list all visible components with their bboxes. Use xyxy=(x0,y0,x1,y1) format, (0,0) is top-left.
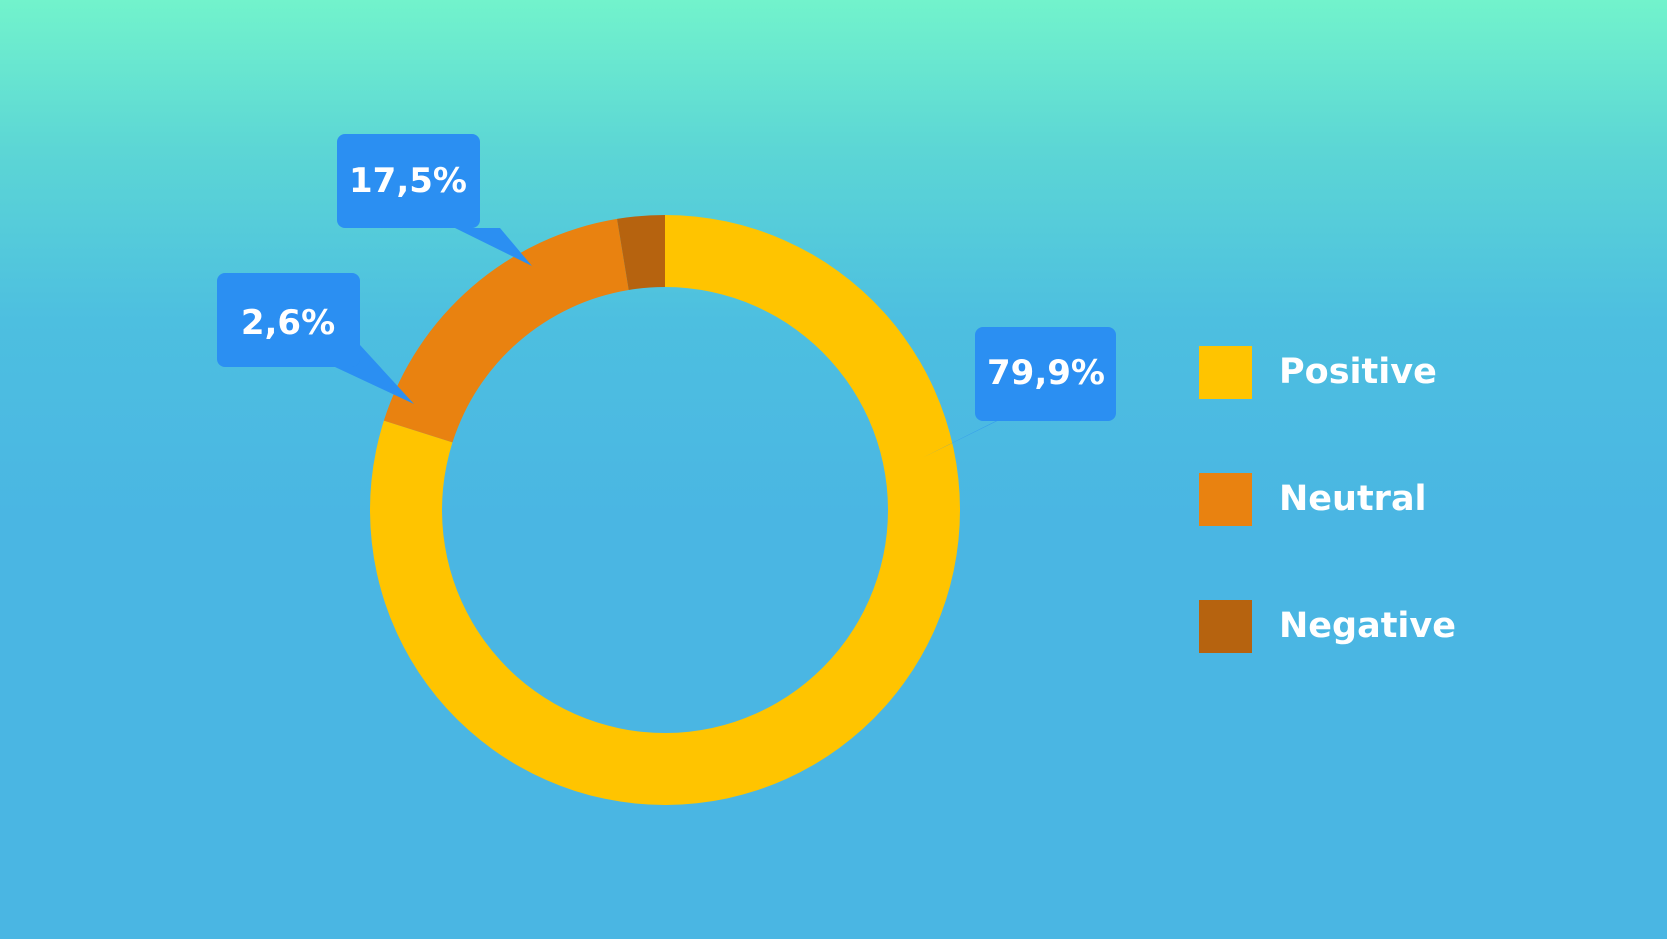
data-label-positive-box xyxy=(975,327,1116,421)
donut-slice-neutral xyxy=(383,218,629,443)
data-label-positive-callout: 79,9% xyxy=(922,327,1116,458)
legend-item-negative: Negative xyxy=(1199,599,1456,653)
legend-label-neutral: Neutral xyxy=(1279,479,1427,519)
legend-item-positive: Positive xyxy=(1199,345,1437,399)
data-label-positive: 79,9% xyxy=(987,353,1105,393)
legend-item-neutral: Neutral xyxy=(1199,472,1427,526)
legend-swatch-neutral xyxy=(1199,472,1252,526)
legend-swatch-negative xyxy=(1199,599,1252,653)
data-label-negative: 2,6% xyxy=(241,303,335,343)
legend-label-positive: Positive xyxy=(1279,352,1437,392)
data-label-negative-callout: 2,6% xyxy=(217,273,414,404)
data-label-neutral: 17,5% xyxy=(349,161,467,201)
data-label-neutral-callout: 17,5% xyxy=(337,134,532,266)
data-label-negative-box xyxy=(217,273,360,367)
legend-label-negative: Negative xyxy=(1279,606,1456,646)
data-label-neutral-box xyxy=(337,134,480,228)
data-label-neutral-pointer xyxy=(455,228,532,266)
donut-slice-negative xyxy=(617,215,665,290)
legend-swatch-positive xyxy=(1199,345,1252,399)
